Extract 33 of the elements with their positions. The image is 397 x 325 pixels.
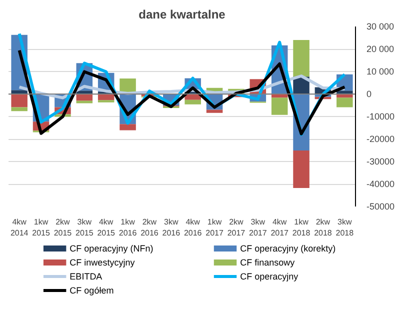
x-tick-label: 4kw 2017 — [270, 218, 290, 238]
x-tick-label: 4kw 2016 — [184, 218, 202, 238]
y-tick-label: 0 — [366, 89, 372, 99]
y-tick-label: 30 000 — [366, 22, 394, 32]
x-tick-label: 1kw 2017 — [206, 218, 224, 238]
chart-title: dane kwartalne — [138, 8, 226, 22]
y-tick-label: -20000 — [366, 134, 395, 144]
legend-label: CF inwestycyjny — [70, 258, 136, 268]
legend-label: EBITDA — [70, 272, 102, 282]
legend-label: CF ogółem — [70, 286, 114, 296]
y-tick-label: -40000 — [366, 179, 395, 189]
x-tick-label: 1kw 2015 — [32, 218, 50, 238]
legend-label: CF operacyjny (NFn) — [70, 244, 154, 254]
x-tick-label: 2kw 2018 — [314, 218, 332, 238]
x-tick-label: 3kw 2016 — [162, 218, 181, 238]
y-tick-label: 10 000 — [366, 66, 394, 76]
x-tick-label: 3kw 2017 — [249, 218, 268, 238]
y-tick-label: -30000 — [366, 156, 395, 166]
x-tick-label: 1kw 2016 — [118, 218, 138, 238]
x-tick-label: 3kw 2018 — [336, 218, 354, 238]
x-tick-label: 2kw 2015 — [54, 218, 72, 238]
x-tick-label: 4kw 2015 — [97, 218, 116, 238]
y-tick-label: 20 000 — [366, 44, 394, 54]
y-tick-label: -50000 — [366, 202, 395, 212]
y-tick-label: -10000 — [366, 112, 395, 122]
legend-label: CF operacyjny — [240, 272, 299, 282]
x-tick-label: 3kw 2015 — [76, 218, 94, 238]
x-tick-label: 1kw 2018 — [292, 218, 311, 238]
x-tick-label: 2kw 2017 — [227, 218, 246, 238]
x-tick-label: 4kw 2014 — [10, 218, 29, 238]
x-tick-label: 2kw 2016 — [140, 218, 159, 238]
legend-label: CF finansowy — [240, 258, 296, 268]
legend-label: CF operacyjny (korekty) — [240, 244, 336, 254]
